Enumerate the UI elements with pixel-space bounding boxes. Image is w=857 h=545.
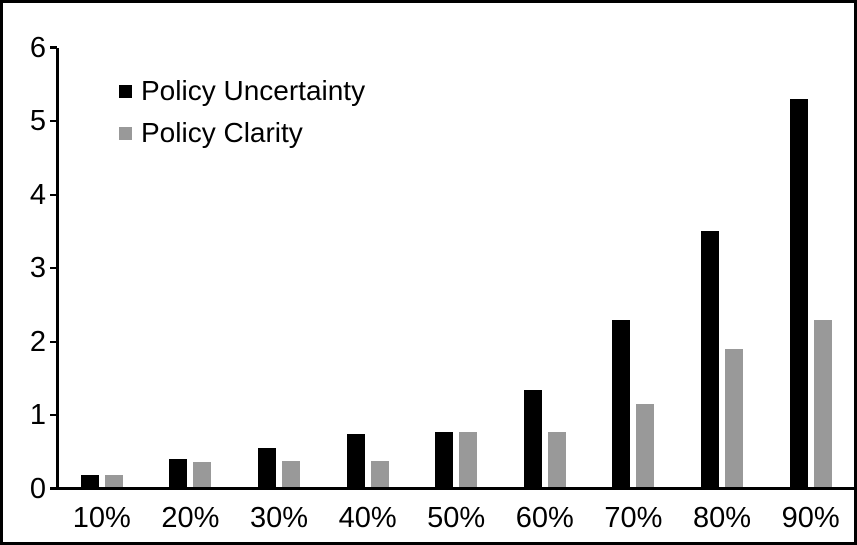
y-axis-tick-label: 6 (29, 31, 46, 64)
bar-policy-uncertainty (80, 474, 99, 489)
bar-policy-clarity (636, 404, 655, 489)
y-axis-tick-label: 2 (29, 325, 46, 358)
legend-item: Policy Uncertainty (119, 75, 365, 107)
x-axis-category-label: 20% (161, 502, 220, 534)
y-axis-tick-label: 1 (29, 399, 46, 432)
legend-item-label: Policy Uncertainty (141, 75, 366, 106)
y-axis-tick-label: 3 (29, 252, 46, 285)
bar-policy-clarity (459, 432, 478, 489)
x-axis-category-label: 60% (515, 502, 574, 534)
bar-policy-clarity (813, 319, 832, 489)
bar-policy-uncertainty (258, 447, 276, 489)
y-axis-tick (49, 340, 57, 343)
bar-policy-clarity (725, 349, 743, 489)
bar-policy-uncertainty (701, 231, 719, 489)
y-axis-line (56, 47, 59, 489)
legend-color-swatch (119, 126, 132, 140)
bar-policy-clarity (547, 432, 566, 489)
y-axis-tick (49, 193, 57, 196)
y-axis-tick-label: 4 (29, 178, 46, 211)
bar-policy-uncertainty (169, 459, 188, 489)
y-axis-tick-label: 0 (29, 472, 46, 505)
x-axis-category-label: 40% (338, 502, 397, 534)
bar-policy-uncertainty (789, 98, 808, 489)
y-axis-tick (49, 267, 57, 270)
bar-policy-uncertainty (435, 432, 454, 489)
bar-policy-uncertainty (523, 390, 542, 489)
legend-item-label: Policy Clarity (141, 117, 303, 148)
bar-policy-clarity (370, 460, 389, 489)
bar-policy-uncertainty (612, 319, 631, 489)
x-axis-category-label: 80% (692, 502, 751, 534)
x-axis-category-label: 50% (427, 502, 486, 534)
x-axis-category-label: 90% (781, 502, 840, 534)
bar-policy-clarity (193, 461, 212, 489)
bar-policy-clarity (282, 460, 300, 489)
y-axis-tick-label: 5 (29, 105, 46, 138)
legend: Policy Uncertainty Policy Clarity (119, 75, 365, 149)
x-axis-category-label: 10% (72, 502, 131, 534)
y-axis-tick (49, 46, 57, 49)
x-axis-line (50, 487, 854, 491)
x-axis-category-label: 70% (604, 502, 663, 534)
y-axis-tick (49, 119, 57, 123)
bar-policy-uncertainty (346, 433, 365, 489)
legend-color-swatch (119, 84, 132, 98)
legend-item: Policy Clarity (119, 117, 365, 149)
bar-policy-clarity (104, 474, 123, 489)
x-axis-category-label: 30% (249, 502, 308, 534)
y-axis-tick (49, 414, 57, 417)
